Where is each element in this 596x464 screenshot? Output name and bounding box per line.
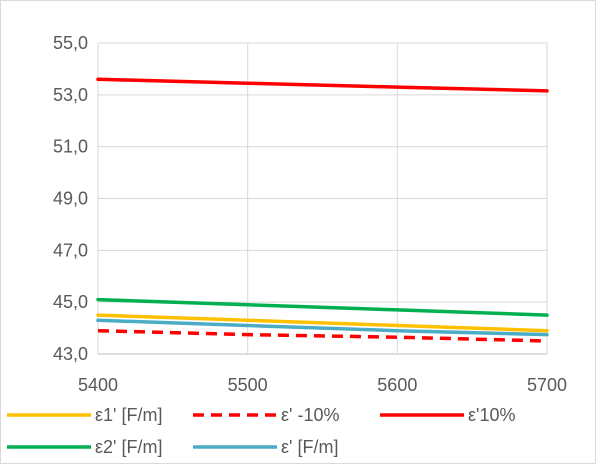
x-tick-label: 5600 bbox=[377, 375, 417, 395]
y-tick-label: 45,0 bbox=[53, 292, 88, 312]
y-tick-label: 47,0 bbox=[53, 240, 88, 260]
y-tick-label: 53,0 bbox=[53, 85, 88, 105]
y-tick-label: 55,0 bbox=[53, 33, 88, 53]
legend-label-5: ε' [F/m] bbox=[281, 437, 338, 457]
series-line-3 bbox=[96, 77, 549, 93]
series-line-2 bbox=[97, 328, 548, 343]
legend-label-3: ε'10% bbox=[468, 405, 516, 425]
y-tick-label: 51,0 bbox=[53, 137, 88, 157]
legend: ε1' [F/m] ε' -10% ε'10% ε2' [F/m] ε' [F/m] bbox=[7, 405, 516, 457]
axis-tick-labels: 43,0 45,0 47,0 49,0 51,0 53,0 55,0 5400 5500 5600… bbox=[53, 33, 567, 395]
x-tick-label: 5500 bbox=[228, 375, 268, 395]
legend-label-2: ε' -10% bbox=[281, 405, 339, 425]
x-tick-label: 5400 bbox=[78, 375, 118, 395]
y-tick-label: 43,0 bbox=[53, 344, 88, 364]
legend-label-1: ε1' [F/m] bbox=[95, 405, 162, 425]
series-line-5 bbox=[96, 318, 549, 337]
legend-label-4: ε2' [F/m] bbox=[95, 437, 162, 457]
series-line-4 bbox=[96, 297, 549, 317]
y-tick-label: 49,0 bbox=[53, 189, 88, 209]
x-tick-label: 5700 bbox=[527, 375, 567, 395]
series-line-1 bbox=[96, 313, 549, 333]
series-lines bbox=[96, 77, 549, 343]
